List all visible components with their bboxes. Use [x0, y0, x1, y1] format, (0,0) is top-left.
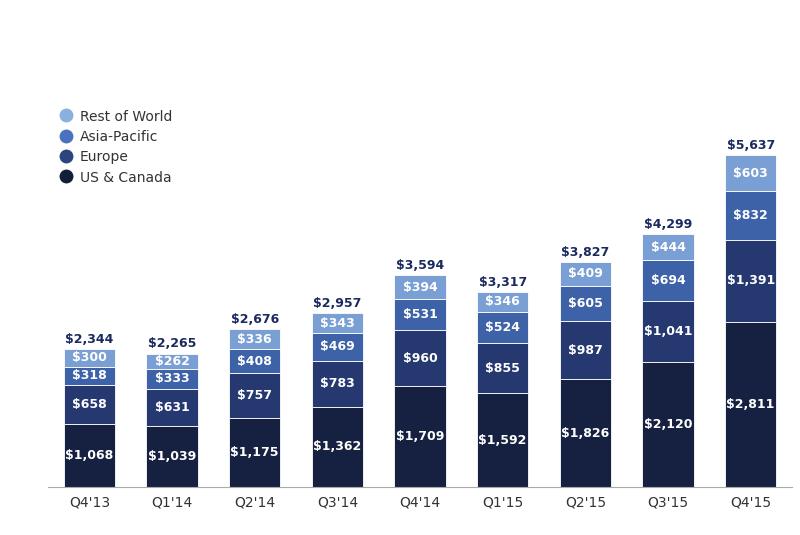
Text: $1,039: $1,039	[148, 450, 196, 463]
Bar	[312, 361, 363, 407]
Text: $2,957: $2,957	[313, 297, 362, 310]
Text: In Millions: In Millions	[12, 65, 88, 80]
Bar	[642, 260, 694, 301]
Text: $3,594: $3,594	[396, 259, 444, 272]
Bar	[146, 369, 198, 388]
Text: $783: $783	[320, 377, 354, 390]
Bar	[642, 234, 694, 260]
Bar	[642, 362, 694, 487]
Text: $333: $333	[154, 372, 190, 385]
Bar	[312, 407, 363, 487]
Text: $343: $343	[320, 317, 354, 330]
Legend: Rest of World, Asia-Pacific, Europe, US & Canada: Rest of World, Asia-Pacific, Europe, US …	[55, 105, 177, 189]
Text: $3,317: $3,317	[478, 276, 526, 288]
Text: $262: $262	[154, 355, 190, 368]
Text: $318: $318	[72, 370, 106, 383]
Text: $300: $300	[72, 351, 106, 364]
Bar	[394, 386, 446, 487]
Text: $855: $855	[486, 362, 520, 374]
Text: $1,068: $1,068	[66, 449, 114, 462]
Text: $2,344: $2,344	[65, 333, 114, 346]
Text: $694: $694	[650, 274, 686, 287]
Text: $1,041: $1,041	[644, 325, 692, 338]
Text: $346: $346	[486, 295, 520, 309]
Text: $1,709: $1,709	[396, 430, 444, 443]
Bar	[229, 373, 280, 418]
Text: $408: $408	[238, 355, 272, 368]
Text: $2,265: $2,265	[148, 338, 196, 350]
Bar	[560, 286, 611, 322]
Bar	[477, 393, 528, 487]
Text: $1,362: $1,362	[314, 440, 362, 453]
Bar	[146, 354, 198, 369]
Bar	[560, 262, 611, 286]
Bar	[146, 388, 198, 426]
Text: $336: $336	[238, 333, 272, 346]
Text: $2,120: $2,120	[644, 418, 692, 431]
Bar	[394, 330, 446, 386]
Bar	[312, 313, 363, 333]
Bar	[725, 240, 776, 322]
Text: $960: $960	[402, 351, 438, 365]
Text: $469: $469	[320, 340, 354, 354]
Bar	[229, 330, 280, 349]
Text: $394: $394	[402, 280, 438, 294]
Bar	[560, 379, 611, 487]
Bar	[229, 418, 280, 487]
Bar	[312, 333, 363, 361]
Bar	[64, 424, 115, 487]
Text: $3,827: $3,827	[562, 246, 610, 258]
Bar	[64, 349, 115, 366]
Text: $757: $757	[237, 389, 272, 402]
Bar	[560, 322, 611, 379]
Text: $531: $531	[402, 308, 438, 321]
Bar	[394, 299, 446, 330]
Bar	[477, 312, 528, 343]
Bar	[229, 349, 280, 373]
Text: $2,676: $2,676	[230, 313, 278, 326]
Text: $409: $409	[568, 268, 602, 280]
Text: $524: $524	[485, 321, 520, 334]
Text: $2,811: $2,811	[726, 398, 775, 411]
Text: $5,637: $5,637	[726, 139, 774, 152]
Bar	[64, 366, 115, 385]
Text: $605: $605	[568, 297, 602, 310]
Bar	[64, 385, 115, 424]
Text: $987: $987	[568, 344, 602, 357]
Bar	[477, 292, 528, 312]
Bar	[477, 343, 528, 393]
Text: $658: $658	[72, 398, 106, 411]
Text: $4,299: $4,299	[644, 218, 692, 231]
Text: $1,826: $1,826	[562, 426, 610, 440]
Bar	[725, 322, 776, 487]
Text: $444: $444	[650, 241, 686, 254]
Text: $1,175: $1,175	[230, 446, 279, 459]
Text: $1,592: $1,592	[478, 433, 527, 447]
Bar	[725, 191, 776, 240]
Text: $832: $832	[734, 209, 768, 222]
Bar	[394, 276, 446, 299]
Text: Advertising Revenue by User Geography: Advertising Revenue by User Geography	[12, 12, 775, 44]
Text: $631: $631	[154, 401, 190, 414]
Bar	[725, 155, 776, 191]
Bar	[146, 426, 198, 487]
Text: $1,391: $1,391	[726, 274, 774, 287]
Bar	[642, 301, 694, 362]
Text: $603: $603	[734, 166, 768, 180]
